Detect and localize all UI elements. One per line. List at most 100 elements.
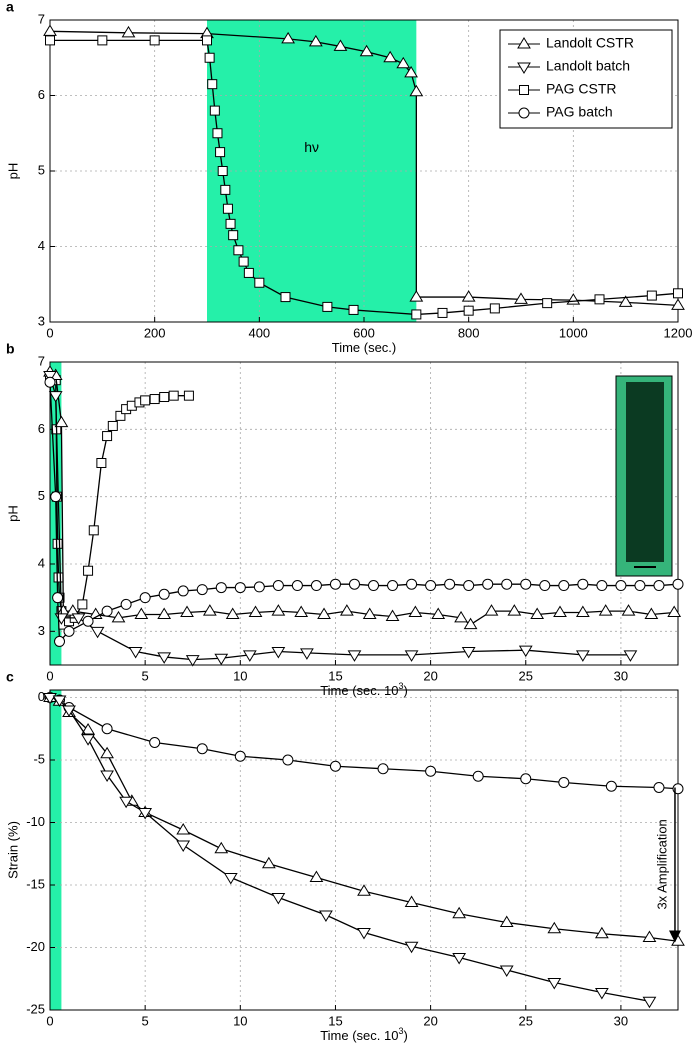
marker	[82, 615, 94, 627]
marker	[43, 24, 57, 36]
marker	[196, 743, 208, 755]
marker	[52, 538, 63, 549]
marker	[618, 295, 633, 307]
marker	[222, 203, 233, 214]
marker	[404, 941, 419, 954]
marker	[309, 870, 324, 882]
marker	[43, 370, 57, 383]
marker	[234, 582, 246, 594]
marker	[594, 988, 609, 1000]
y-tick-label: 3	[38, 623, 45, 638]
marker	[44, 376, 56, 388]
y-tick-label: -20	[26, 939, 45, 954]
marker	[121, 25, 136, 38]
marker	[52, 695, 67, 707]
marker	[623, 650, 638, 662]
marker	[577, 578, 589, 590]
marker	[671, 298, 685, 310]
marker	[547, 921, 562, 934]
marker	[272, 580, 284, 592]
marker	[362, 607, 377, 619]
marker	[100, 770, 114, 782]
marker	[282, 754, 294, 766]
y-tick-label: 5	[38, 162, 45, 177]
marker	[234, 750, 246, 762]
marker	[54, 415, 69, 428]
marker	[157, 652, 172, 664]
marker	[605, 780, 617, 792]
x-tick-label: 600	[353, 325, 375, 340]
marker	[107, 420, 118, 431]
marker	[425, 580, 437, 592]
marker	[242, 650, 257, 662]
marker	[185, 655, 200, 667]
y-tick-label: 6	[38, 421, 45, 436]
marker	[634, 580, 646, 592]
marker	[149, 35, 160, 46]
x-axis-label: Time (sec. 103)	[320, 1026, 408, 1043]
x-axis-label-end: )	[403, 1028, 407, 1043]
x-tick-label: 0	[46, 1013, 53, 1028]
y-axis-label: pH	[5, 163, 20, 180]
x-tick-label: 1200	[664, 325, 693, 340]
marker	[196, 584, 208, 596]
panel: a 0 200 400 600 800 1000 1200 3 4 5 6 7 Time (sec.) pH…	[5, 0, 692, 355]
marker	[642, 930, 657, 942]
marker	[357, 884, 371, 896]
marker	[463, 305, 474, 316]
marker	[357, 928, 371, 940]
x-tick-label: 30	[614, 1013, 628, 1028]
marker	[207, 79, 218, 90]
marker	[520, 773, 532, 785]
panel-label: c	[6, 669, 14, 685]
legend-marker	[518, 107, 530, 119]
marker	[404, 650, 419, 662]
marker	[409, 290, 424, 302]
marker	[248, 605, 263, 617]
marker	[425, 765, 437, 777]
marker	[396, 56, 411, 69]
marker	[673, 288, 683, 299]
annotation: 3x Amplification	[654, 819, 669, 909]
marker	[291, 580, 303, 592]
marker	[212, 128, 223, 139]
marker	[575, 605, 590, 617]
marker	[254, 277, 265, 288]
marker	[514, 292, 528, 304]
marker	[280, 292, 291, 303]
marker	[101, 723, 113, 735]
marker	[77, 599, 88, 610]
marker	[294, 605, 309, 617]
marker	[115, 410, 126, 421]
y-axis-label: Strain (%)	[5, 821, 20, 879]
marker	[81, 723, 95, 735]
marker	[489, 303, 500, 314]
marker	[88, 525, 99, 536]
legend-label: Landolt batch	[546, 58, 630, 74]
marker	[63, 625, 75, 637]
y-tick-label: 7	[38, 11, 45, 26]
marker	[621, 604, 636, 616]
panel-label: a	[6, 0, 14, 15]
panel-label: b	[6, 341, 15, 357]
y-tick-label: -10	[26, 814, 45, 829]
x-axis-label: Time (sec. 103)	[320, 681, 408, 698]
marker	[339, 604, 354, 616]
marker	[452, 953, 467, 965]
marker	[385, 609, 400, 622]
legend: Landolt CSTR Landolt batch PAG CSTR PAG bat…	[499, 29, 673, 129]
marker	[138, 808, 153, 820]
marker	[542, 298, 553, 309]
marker	[215, 147, 226, 158]
legend-label: PAG CSTR	[546, 81, 617, 97]
marker	[228, 230, 239, 241]
marker	[233, 245, 244, 256]
marker	[437, 307, 448, 318]
marker	[204, 52, 215, 63]
marker	[134, 607, 149, 619]
y-tick-label: 7	[38, 353, 45, 368]
x-tick-label: 0	[46, 668, 53, 683]
marker	[83, 565, 94, 576]
marker	[518, 645, 533, 658]
